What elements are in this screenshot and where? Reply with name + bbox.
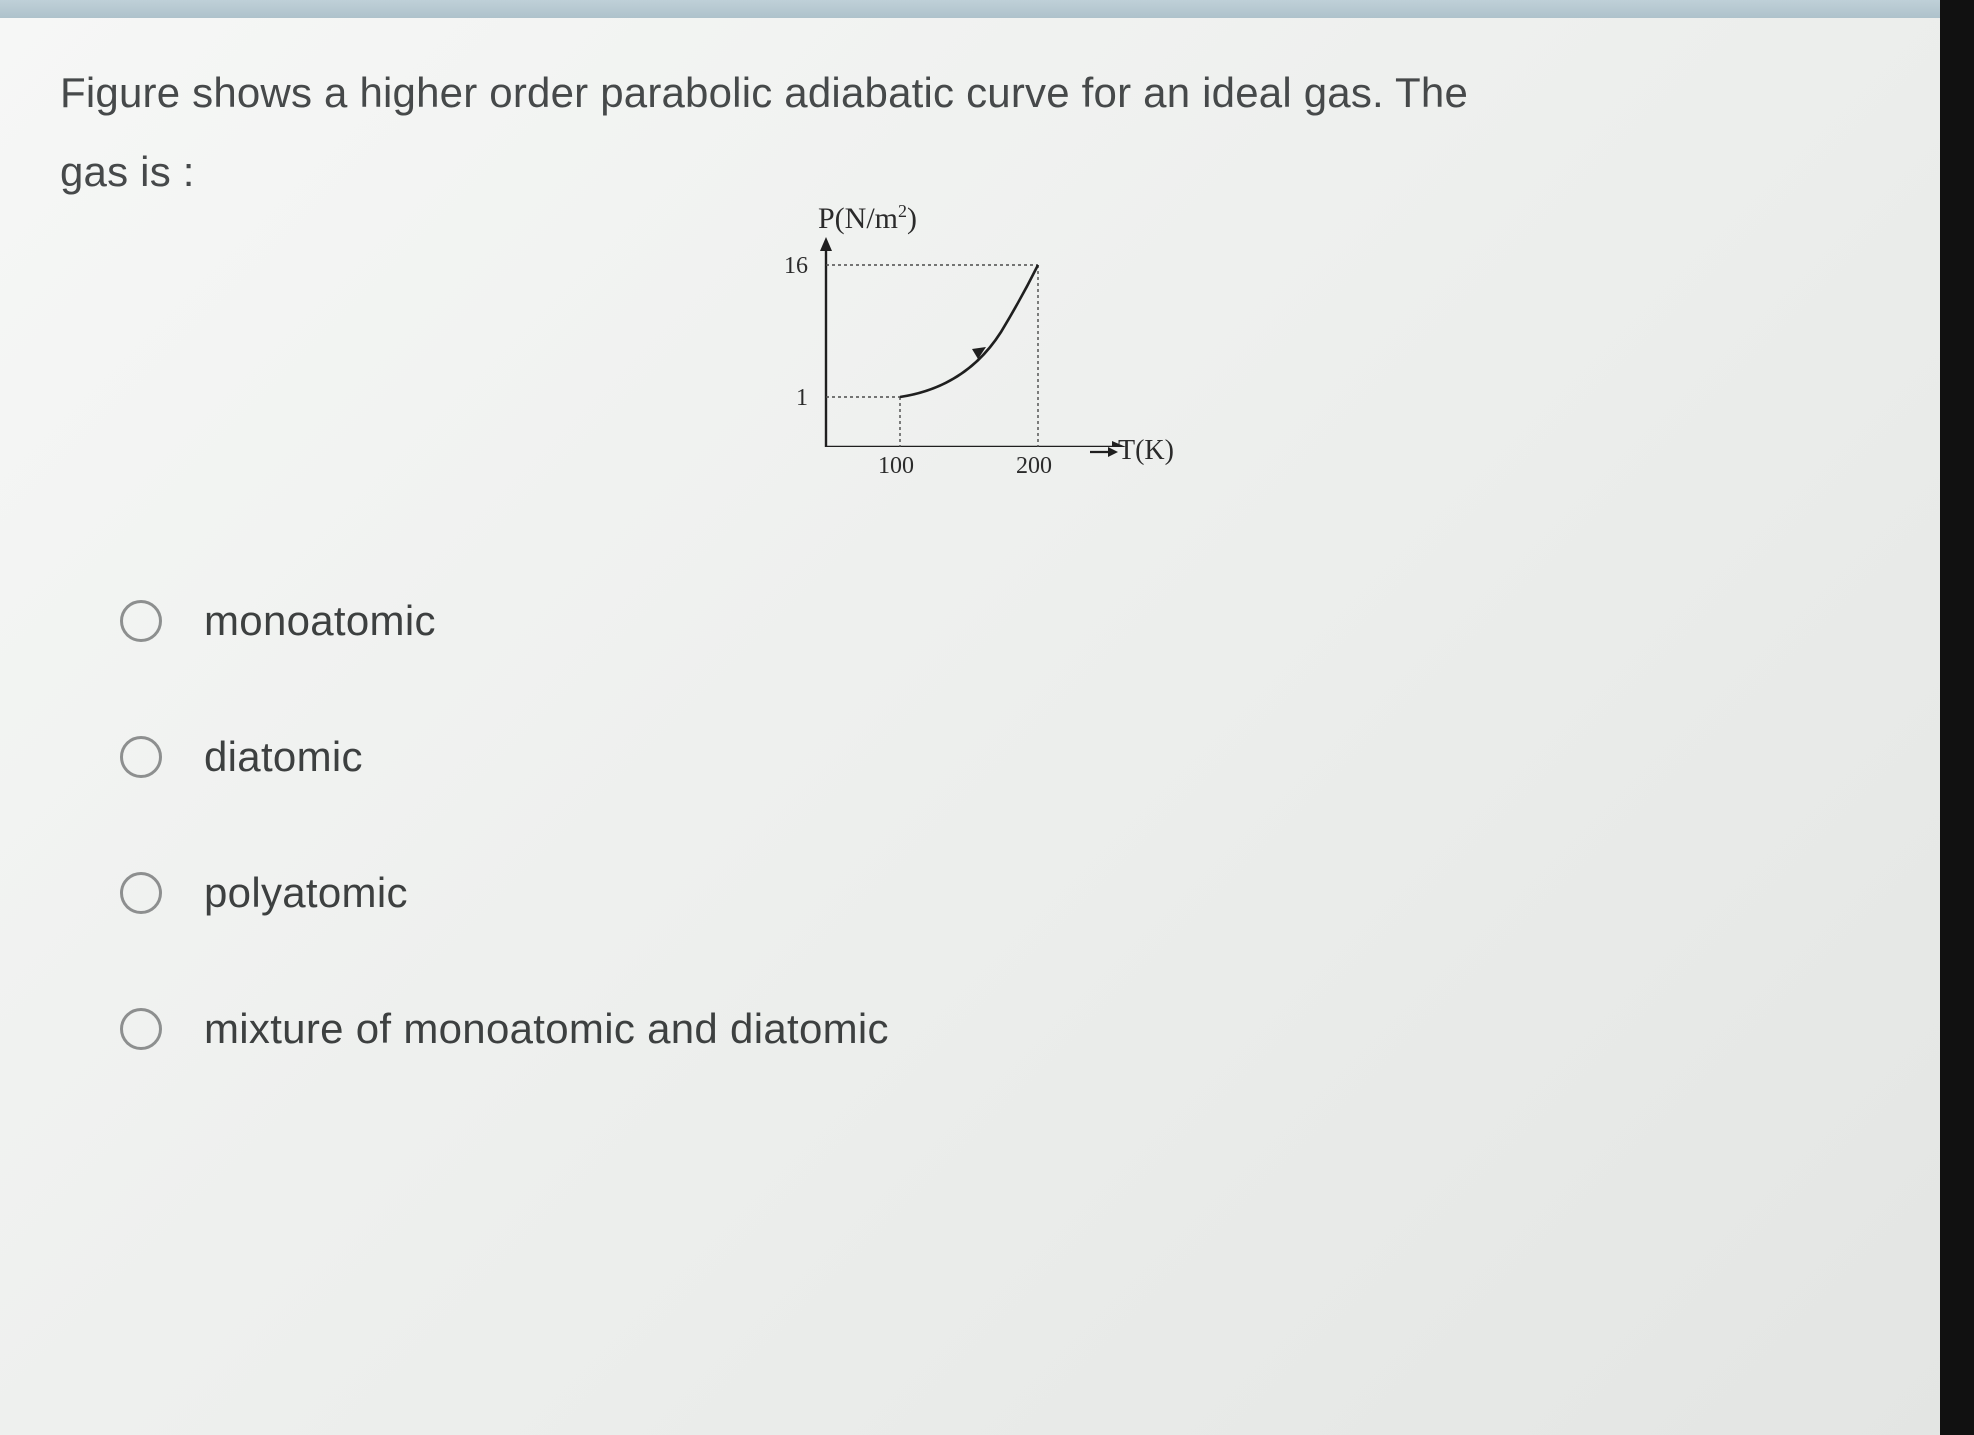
option-label: polyatomic	[204, 869, 408, 917]
y-tick-16: 16	[766, 253, 808, 280]
radio-icon	[120, 600, 162, 642]
question-card: Figure shows a higher order parabolic ad…	[0, 18, 1940, 1435]
option-label: monoatomic	[204, 597, 436, 645]
chart-svg	[816, 237, 1126, 447]
figure-container: P(N/m2) 16 1	[60, 207, 1880, 487]
option-label: diatomic	[204, 733, 363, 781]
option-monoatomic[interactable]: monoatomic	[120, 597, 1880, 645]
right-dark-edge	[1940, 0, 1974, 1435]
x-tick-200: 200	[1016, 453, 1052, 480]
x-tick-100: 100	[878, 453, 914, 480]
window-top-strip	[0, 0, 1940, 18]
arrow-right-icon	[1090, 445, 1118, 459]
options-list: monoatomic diatomic polyatomic mixture o…	[120, 597, 1880, 1053]
pt-chart: P(N/m2) 16 1	[760, 207, 1180, 487]
question-line-1: Figure shows a higher order parabolic ad…	[60, 58, 1880, 127]
option-diatomic[interactable]: diatomic	[120, 733, 1880, 781]
option-mixture[interactable]: mixture of monoatomic and diatomic	[120, 1005, 1880, 1053]
option-label: mixture of monoatomic and diatomic	[204, 1005, 889, 1053]
y-tick-1: 1	[766, 385, 808, 412]
x-axis-label-text: T(K)	[1118, 435, 1174, 466]
question-line-2: gas is :	[60, 137, 1880, 206]
y-axis-label: P(N/m2)	[818, 201, 917, 236]
radio-icon	[120, 1008, 162, 1050]
option-polyatomic[interactable]: polyatomic	[120, 869, 1880, 917]
radio-icon	[120, 872, 162, 914]
x-axis-label: T(K)	[1090, 435, 1174, 467]
radio-icon	[120, 736, 162, 778]
